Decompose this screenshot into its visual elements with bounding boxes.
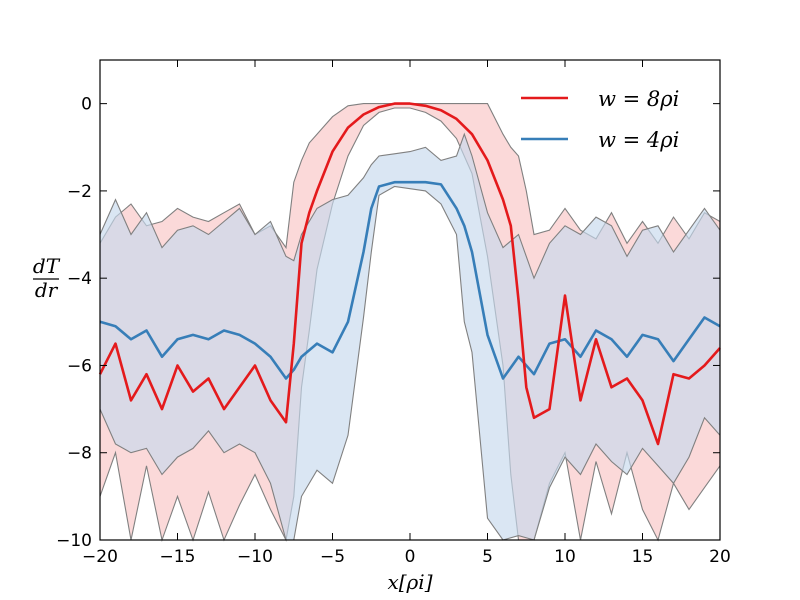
x-tick-label: 5 <box>482 547 493 567</box>
y-axis: −10 −8 −6 −4 −2 0 <box>56 95 720 551</box>
x-tick-label: −20 <box>82 547 118 567</box>
x-tick-label: 20 <box>709 547 731 567</box>
band-lower-edge-1 <box>99 185 721 541</box>
x-tick-label: 10 <box>554 547 576 567</box>
series-line-0 <box>98 102 721 446</box>
band-fill-1 <box>100 134 720 540</box>
band-lower-edge-0 <box>99 107 721 543</box>
x-axis: −20 −15 −10 −5 0 5 10 15 20 <box>82 60 731 567</box>
y-tick-label: −6 <box>67 356 92 376</box>
y-axis-label-numerator: dT <box>33 254 61 278</box>
x-axis-label: x[ρi] <box>387 570 432 594</box>
y-tick-label: −2 <box>67 182 92 202</box>
x-tick-label: −15 <box>160 547 196 567</box>
legend-label-w8: w = 8ρi <box>598 87 679 111</box>
y-axis-label-denominator: dr <box>35 278 59 302</box>
series-line-1 <box>99 180 721 380</box>
y-tick-label: −8 <box>67 444 92 464</box>
legend: w = 8ρi w = 4ρi <box>521 87 679 152</box>
y-tick-label: −10 <box>56 531 92 551</box>
x-tick-label: −10 <box>237 547 273 567</box>
y-tick-label: 0 <box>81 95 92 115</box>
x-tick-label: 15 <box>632 547 654 567</box>
y-axis-label: dT dr <box>33 254 61 302</box>
y-tick-label: −4 <box>67 269 92 289</box>
band-upper-edge-1 <box>99 132 721 280</box>
series-lines <box>98 102 721 446</box>
uncertainty-bands <box>99 103 721 543</box>
x-tick-label: 0 <box>405 547 416 567</box>
legend-label-w4: w = 4ρi <box>598 128 679 152</box>
x-tick-label: −5 <box>320 547 345 567</box>
